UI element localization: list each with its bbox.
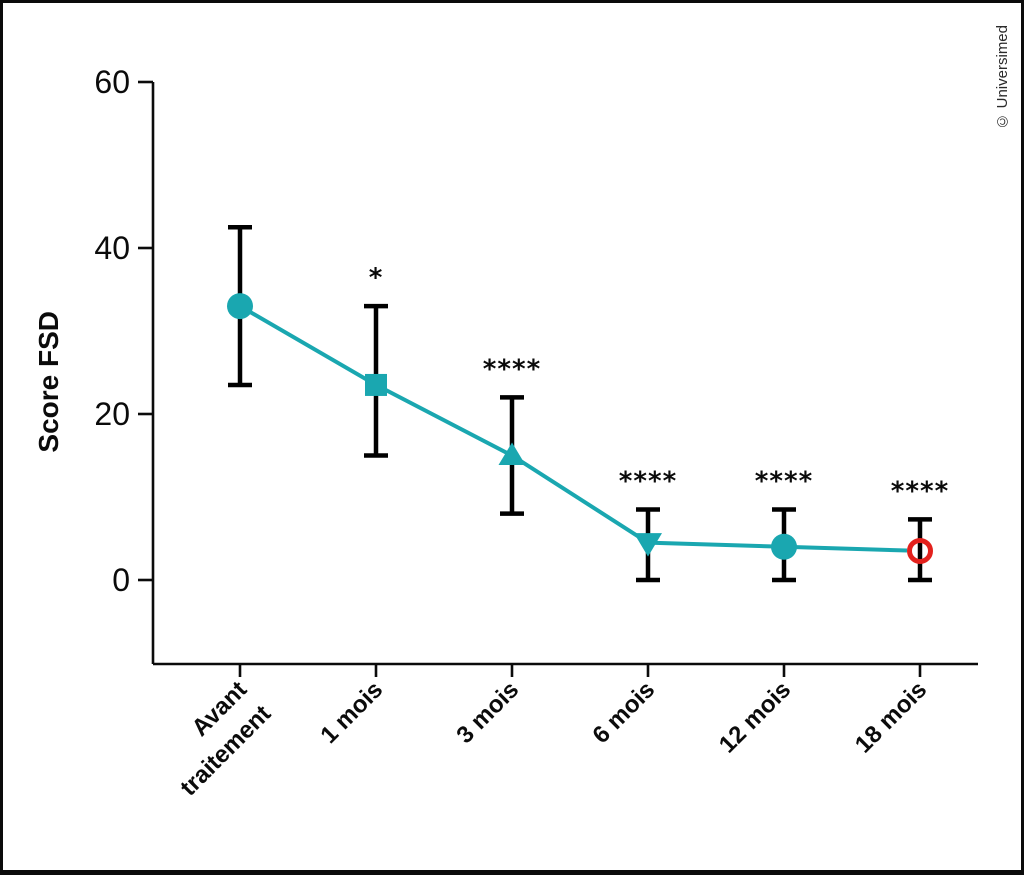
y-tick-label: 0 xyxy=(112,562,130,598)
x-tick-label-group: 1 mois xyxy=(315,676,388,749)
marker-square xyxy=(365,373,387,396)
significance-stars: * xyxy=(369,263,384,293)
significance-stars: **** xyxy=(619,466,677,496)
marker-circle xyxy=(771,533,797,560)
x-tick-label: 3 mois xyxy=(451,676,524,749)
marker-circle xyxy=(227,293,253,320)
x-tick-label-group: 3 mois xyxy=(451,676,524,749)
x-tick-label-group: 6 mois xyxy=(587,676,660,749)
significance-stars: **** xyxy=(483,354,541,384)
marker-open-circle xyxy=(907,537,933,564)
y-tick-label: 40 xyxy=(94,230,130,266)
x-tick-label-group: 12 mois xyxy=(714,676,796,758)
copyright-credit: © Universimed xyxy=(994,25,1011,130)
x-tick-label-group: 18 mois xyxy=(850,676,932,758)
x-tick-label: 18 mois xyxy=(850,676,932,758)
x-tick-label: 6 mois xyxy=(587,676,660,749)
x-tick-label: 1 mois xyxy=(315,676,388,749)
y-tick-label: 20 xyxy=(94,396,130,432)
y-axis-title: Score FSD xyxy=(33,311,64,453)
series-line xyxy=(238,304,908,553)
significance-stars: **** xyxy=(891,476,949,506)
y-tick-label: 60 xyxy=(94,64,130,100)
significance-stars: **** xyxy=(755,466,813,496)
marker-triangle-up xyxy=(498,442,526,465)
x-tick-label: 12 mois xyxy=(714,676,796,758)
marker-triangle-down xyxy=(634,533,662,557)
